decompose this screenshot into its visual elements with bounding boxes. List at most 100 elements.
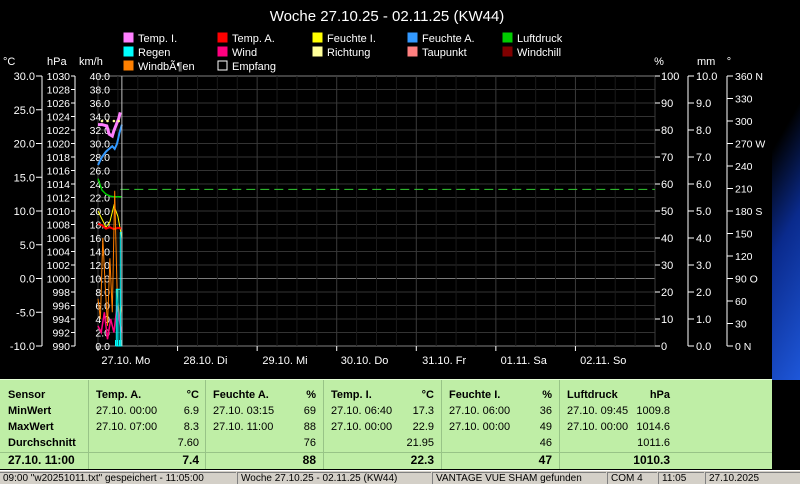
rain-tick: 6.0 — [696, 179, 711, 191]
series-wind — [97, 305, 123, 340]
humidity-tick: 30 — [661, 260, 673, 272]
stats-cell: 1014.6 — [636, 421, 670, 433]
direction-tick: 300 — [735, 116, 753, 128]
pressure-tick: 998 — [52, 287, 70, 299]
temp-tick: 5.0 — [20, 240, 35, 252]
pressure-tick: 990 — [52, 341, 70, 353]
legend-swatch — [407, 46, 418, 57]
rain-tick: 4.0 — [696, 233, 711, 245]
stats-cell: hPa — [649, 389, 670, 401]
axis-unit: % — [654, 56, 664, 68]
stats-column: Feuchte I.% 27.10. 06:00 36 27.10. 00:00 49 4… — [441, 380, 560, 469]
temp-tick: 30.0 — [14, 71, 35, 83]
pressure-tick: 1002 — [47, 260, 71, 272]
wind-tick: 40.0 — [90, 71, 111, 83]
wind-tick: 14.0 — [90, 247, 111, 259]
legend-label: Luftdruck — [517, 33, 563, 45]
status-bar: 09:00 "w20251011.txt" gespeichert - 11:0… — [0, 470, 800, 484]
pressure-tick: 992 — [52, 328, 70, 340]
axis-unit: ° — [727, 56, 731, 68]
wind-tick: 10.0 — [90, 274, 111, 286]
data-series — [97, 76, 655, 347]
stats-cell: Luftdruck — [567, 389, 618, 401]
temp-tick: -10.0 — [10, 341, 35, 353]
legend-label: Richtung — [327, 47, 370, 59]
wind-tick: 12.0 — [90, 260, 111, 272]
pressure-tick: 1026 — [47, 98, 71, 110]
stats-cell: 27.10. 00:00 — [331, 421, 393, 433]
row-label-min: MinWert — [8, 405, 52, 417]
pressure-tick: 1016 — [47, 166, 71, 178]
wind-tick: 38.0 — [90, 85, 111, 97]
stats-cell: 8.3 — [183, 421, 199, 433]
series-feuchte-i — [97, 203, 123, 239]
rain-tick: 5.0 — [696, 206, 711, 218]
legend-swatch — [217, 46, 228, 57]
rain-tick: 9.0 — [696, 98, 711, 110]
humidity-tick: 20 — [661, 287, 673, 299]
stats-cell: 22.3 — [410, 453, 434, 467]
pressure-tick: 1030 — [47, 71, 71, 83]
humidity-tick: 70 — [661, 152, 673, 164]
wind-tick: 20.0 — [90, 206, 111, 218]
legend-swatch — [217, 60, 228, 71]
stats-cell: Temp. I. — [331, 389, 372, 401]
x-tick-label: 02.11. So — [580, 355, 626, 367]
temp-tick: -5.0 — [16, 307, 35, 319]
humidity-tick: 60 — [661, 179, 673, 191]
stats-cell: °C — [421, 389, 434, 401]
stats-cell: 21.95 — [406, 437, 434, 449]
stats-cell: 6.9 — [183, 405, 199, 417]
x-axis: 27.10. Mo 28.10. Di 29.10. Mi 30.10. Do 31.1… — [97, 346, 626, 367]
pressure-tick: 1010 — [47, 206, 71, 218]
legend-swatch — [217, 32, 228, 43]
direction-tick: 90 O — [735, 274, 758, 286]
direction-tick: 210 — [735, 184, 753, 196]
stats-column: Temp. I. °C 27.10. 06:40 17.3 27.10. 00:00 22… — [323, 380, 442, 469]
stats-cell: 88 — [302, 453, 316, 467]
stats-column: Feuchte A.% 27.10. 03:15 69 27.10. 11:00 88 7… — [205, 380, 324, 469]
stats-column: Temp. A. °C 27.10. 00:00 6.9 27.10. 07:00 8.3… — [88, 380, 207, 469]
rain-tick: 3.0 — [696, 260, 711, 272]
legend-swatch — [502, 46, 513, 57]
stats-cell: 1010.3 — [633, 453, 670, 467]
wind-tick: 8.0 — [95, 287, 110, 299]
status-date: 27.10.2025 — [705, 472, 800, 484]
stats-total-divider — [0, 452, 772, 453]
legend-swatch — [123, 60, 134, 71]
status-file: 09:00 "w20251011.txt" gespeichert - 11:0… — [0, 472, 236, 484]
stats-cell: % — [306, 389, 316, 401]
legend-label: Taupunkt — [422, 47, 467, 59]
pressure-tick: 1006 — [47, 233, 71, 245]
wind-tick: 0.0 — [95, 341, 110, 353]
humidity-tick: 90 — [661, 98, 673, 110]
direction-dot — [117, 119, 120, 123]
stats-cell: 27.10. 00:00 — [567, 421, 629, 433]
x-tick-label: 31.10. Fr — [422, 355, 466, 367]
desktop-background-edge — [772, 0, 800, 380]
stats-cell: 27.10. 09:45 — [567, 405, 629, 417]
legend-label: Temp. A. — [232, 33, 275, 45]
series-temp-a — [97, 222, 123, 231]
stats-cell: 17.3 — [412, 405, 434, 417]
stats-cell: 27.10. 00:00 — [449, 421, 511, 433]
axis-unit: °C — [3, 56, 15, 68]
pressure-tick: 1014 — [47, 179, 71, 191]
humidity-tick: 100 — [661, 71, 679, 83]
stats-cell: Temp. A. — [96, 389, 142, 401]
weather-chart: Woche 27.10.25 - 02.11.25 (KW44) Temp. I… — [3, 8, 765, 367]
axis-unit: mm — [697, 56, 715, 68]
direction-tick: 360 N — [735, 71, 763, 83]
legend-swatch — [312, 46, 323, 57]
temp-tick: 15.0 — [14, 172, 35, 184]
legend-swatch — [123, 32, 134, 43]
rain-tick: 10.0 — [696, 71, 717, 83]
pressure-tick: 1028 — [47, 85, 71, 97]
stats-cell: 27.10. 06:40 — [331, 405, 393, 417]
temp-tick: 20.0 — [14, 139, 35, 151]
pressure-tick: 1020 — [47, 139, 71, 151]
x-tick-label: 29.10. Mi — [262, 355, 307, 367]
wind-tick: 30.0 — [90, 139, 111, 151]
pressure-tick: 1012 — [47, 193, 71, 205]
direction-dot — [100, 119, 104, 123]
